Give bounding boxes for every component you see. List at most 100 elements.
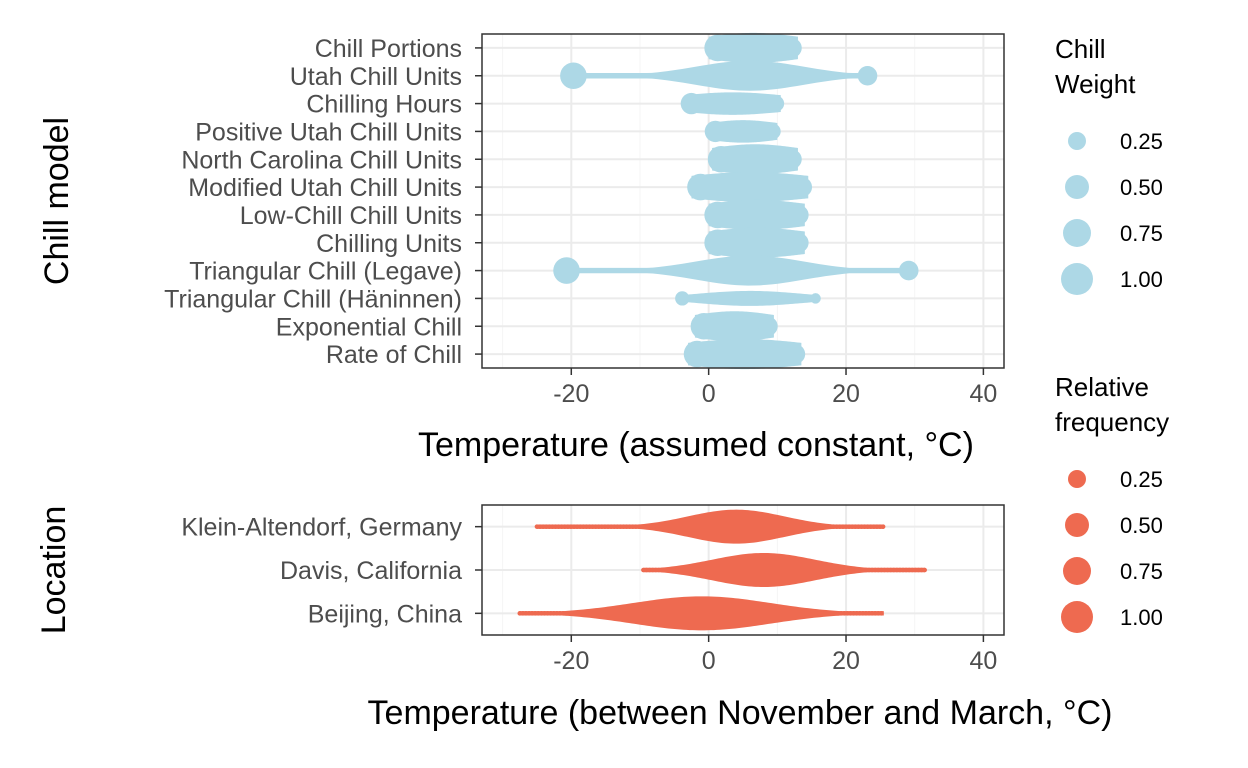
- y-tick-label-beijing-china: Beijing, China: [308, 600, 462, 628]
- series-chilling-hours: [680, 92, 785, 115]
- y-tick-label-rate-of-chill: Rate of Chill: [326, 341, 462, 369]
- relative-frequency-key-label: 1.00: [1120, 605, 1163, 630]
- relative-frequency-legend: Relative frequency 0.25 0.50 0.75 1.00: [1055, 372, 1169, 633]
- x-tick-label: 0: [702, 380, 716, 408]
- series-rate-of-chill: [683, 339, 806, 370]
- chill-weight-key-label: 0.75: [1120, 221, 1163, 246]
- y-tick-label-triangular-chill-h-ninnen: Triangular Chill (Häninnen): [164, 285, 462, 313]
- y-tick-label-positive-utah-chill-units: Positive Utah Chill Units: [195, 118, 462, 146]
- top-x-axis-title: Temperature (assumed constant, °C): [418, 426, 974, 464]
- series-positive-utah-chill-units: [704, 120, 781, 143]
- frequency-point: [655, 524, 660, 529]
- swarm-point: [764, 123, 781, 140]
- series-chill-portions: [704, 32, 802, 63]
- x-tick-label: 20: [832, 647, 860, 675]
- bottom-y-axis-title: Location: [35, 506, 73, 635]
- swarm-body: [564, 60, 874, 91]
- y-tick-label-exponential-chill: Exponential Chill: [276, 313, 462, 341]
- swarm-point: [704, 120, 727, 143]
- swarm-point: [680, 92, 703, 115]
- swarm-point: [898, 260, 919, 281]
- bottom-x-axis-title: Temperature (between November and March,…: [368, 694, 1113, 732]
- legend-background: [1040, 420, 1248, 470]
- swarm-point: [687, 173, 714, 201]
- frequency-point: [678, 567, 683, 573]
- swarm-body: [708, 227, 805, 258]
- swarm-point: [785, 344, 806, 364]
- swarm-body: [688, 339, 802, 370]
- swarm-point: [683, 340, 711, 368]
- swarm-point: [704, 34, 731, 62]
- chill-weight-legend-title-line1: Chill: [1055, 34, 1106, 64]
- swarm-point: [675, 291, 690, 306]
- swarm-body: [708, 199, 805, 230]
- series-utah-chill-units: [560, 60, 878, 91]
- swarm-point: [707, 145, 735, 173]
- frequency-body: [519, 596, 884, 631]
- top-x-axis: -20 0 20 40: [553, 368, 997, 408]
- relative-frequency-key: [1061, 601, 1093, 633]
- frequency-point: [879, 611, 884, 616]
- series-north-carolina-chill-units: [707, 144, 802, 175]
- y-tick-label-north-carolina-chill-units: North Carolina Chill Units: [181, 146, 462, 174]
- swarm-point: [782, 149, 802, 170]
- bottom-panel-marks: [517, 509, 927, 631]
- swarm-point: [768, 95, 785, 112]
- frequency-point: [922, 567, 927, 573]
- swarm-body: [691, 172, 809, 203]
- relative-frequency-legend-title-line2: frequency: [1055, 407, 1169, 437]
- relative-frequency-key: [1065, 513, 1089, 537]
- series-triangular-chill-h-ninnen: [675, 290, 821, 306]
- chill-weight-legend-title-line2: Weight: [1055, 69, 1136, 99]
- series-davis-california: [641, 553, 927, 587]
- y-tick-label-modified-utah-chill-units: Modified Utah Chill Units: [188, 174, 462, 202]
- relative-frequency-key-label: 0.25: [1120, 467, 1163, 492]
- swarm-point: [704, 229, 731, 257]
- swarm-point: [704, 201, 731, 229]
- swarm-point: [810, 293, 821, 304]
- relative-frequency-legend-title-line1: Relative: [1055, 372, 1149, 402]
- x-tick-label: -20: [553, 647, 589, 675]
- swarm-point: [553, 257, 580, 284]
- swarm-point: [789, 205, 809, 225]
- x-tick-label: 40: [969, 380, 997, 408]
- frequency-body: [536, 509, 884, 544]
- bottom-x-axis: -20 0 20 40: [553, 635, 997, 675]
- frequency-body: [643, 553, 926, 587]
- top-panel-marks: [553, 32, 919, 370]
- swarm-point: [560, 62, 587, 90]
- top-y-axis-title: Chill model: [38, 117, 76, 285]
- y-tick-label-davis-california: Davis, California: [280, 557, 462, 585]
- top-panel-border: [481, 33, 1005, 369]
- series-modified-utah-chill-units: [687, 172, 813, 203]
- swarm-point: [758, 316, 778, 337]
- x-tick-label: 20: [832, 380, 860, 408]
- swarm-point: [857, 65, 878, 86]
- swarm-point: [782, 38, 802, 58]
- y-tick-label-klein-altendorf-germany: Klein-Altendorf, Germany: [181, 514, 462, 542]
- swarm-point: [792, 177, 813, 197]
- swarm-body: [708, 120, 778, 143]
- y-tick-label-low-chill-chill-units: Low-Chill Chill Units: [240, 202, 462, 230]
- chill-weight-key: [1068, 132, 1086, 150]
- chill-weight-key-label: 1.00: [1120, 267, 1163, 292]
- swarm-point: [690, 312, 718, 340]
- series-beijing-china: [517, 596, 884, 631]
- relative-frequency-key: [1063, 557, 1091, 585]
- series-exponential-chill: [690, 311, 778, 342]
- relative-frequency-key-label: 0.50: [1120, 513, 1163, 538]
- relative-frequency-key-label: 0.75: [1120, 559, 1163, 584]
- chill-weight-legend: Chill Weight 0.25 0.50 0.75 1.00: [1055, 34, 1163, 295]
- swarm-point: [789, 232, 809, 253]
- chill-weight-key: [1063, 219, 1091, 247]
- y-tick-label-triangular-chill-legave: Triangular Chill (Legave): [189, 258, 462, 286]
- swarm-body: [708, 32, 798, 63]
- series-klein-altendorf-germany: [534, 509, 886, 544]
- y-tick-label-utah-chill-units: Utah Chill Units: [290, 63, 462, 91]
- y-tick-label-chilling-hours: Chilling Hours: [306, 91, 462, 119]
- chill-weight-key: [1065, 175, 1089, 199]
- series-triangular-chill-legave: [553, 255, 919, 286]
